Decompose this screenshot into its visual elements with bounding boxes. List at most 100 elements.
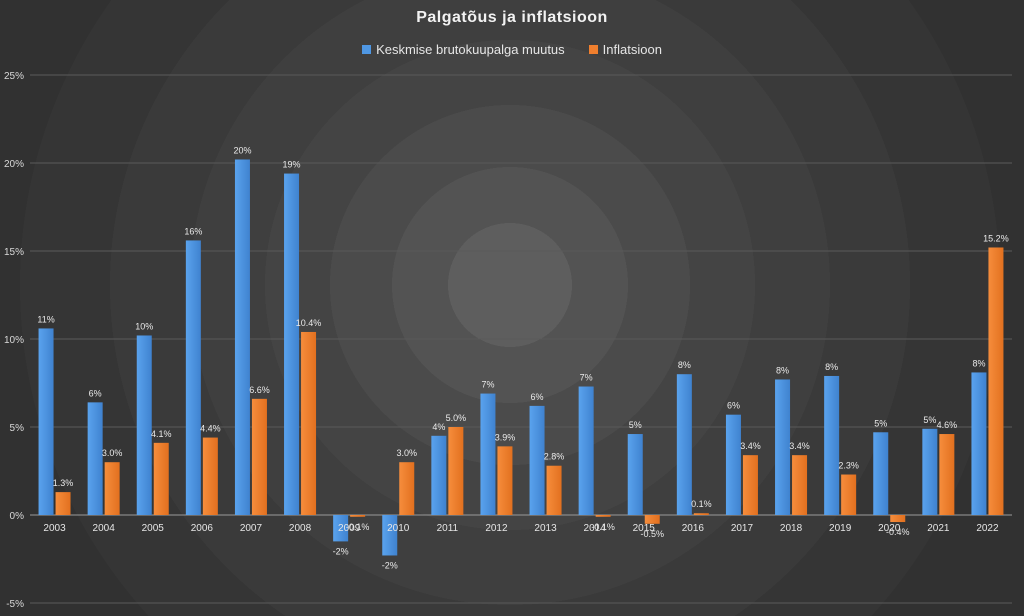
data-label-wage: 6% (89, 388, 102, 398)
data-label-inflation: 6.6% (249, 385, 270, 395)
data-label-inflation: -0.5% (640, 529, 664, 539)
bar-wage (922, 428, 938, 515)
bar-inflation (546, 465, 562, 515)
bar-inflation (595, 515, 611, 517)
chart-legend: Keskmise brutokuupalga muutus Inflatsioo… (0, 42, 1024, 57)
y-tick-label: -5% (6, 599, 24, 610)
data-label-wage: 7% (580, 373, 593, 383)
data-label-inflation: 2.3% (838, 461, 859, 471)
bar-inflation (939, 434, 955, 515)
x-tick-label: 2018 (780, 523, 803, 534)
data-label-inflation: 2.8% (544, 452, 565, 462)
data-label-inflation: -0.1% (591, 522, 615, 532)
bar-wage (234, 159, 250, 516)
legend-swatch-wage (362, 45, 372, 54)
bar-inflation (644, 515, 660, 524)
bar-inflation (841, 474, 857, 515)
data-label-inflation: 4.1% (151, 429, 172, 439)
bar-inflation (350, 515, 366, 517)
bar-wage (578, 386, 594, 515)
data-label-inflation: 3.0% (396, 448, 417, 458)
legend-label-inflation: Inflatsioon (602, 42, 662, 57)
x-tick-label: 2005 (142, 523, 165, 534)
y-tick-label: 20% (4, 159, 24, 170)
data-label-wage: -2% (333, 546, 349, 556)
bar-wage (284, 173, 300, 515)
bar-wage (333, 515, 349, 542)
data-label-wage: 8% (972, 358, 985, 368)
data-label-inflation: 3.0% (102, 448, 123, 458)
bar-wage (38, 328, 54, 515)
data-label-inflation: -0.1% (346, 522, 370, 532)
bar-inflation (448, 427, 464, 515)
y-tick-label: 10% (4, 335, 24, 346)
x-tick-label: 2011 (437, 523, 459, 534)
data-label-wage: 5% (874, 418, 887, 428)
data-label-wage: -2% (382, 560, 398, 570)
bar-inflation (792, 455, 808, 515)
data-label-wage: 8% (678, 360, 691, 370)
data-label-inflation: 3.4% (789, 441, 810, 451)
x-tick-label: 2022 (976, 523, 999, 534)
data-label-wage: 5% (629, 420, 642, 430)
bar-wage (87, 402, 103, 515)
x-tick-label: 2012 (485, 523, 508, 534)
bar-wage (873, 432, 889, 515)
data-label-inflation: 3.9% (495, 432, 516, 442)
x-tick-label: 2003 (43, 523, 66, 534)
bar-inflation (301, 331, 317, 515)
y-tick-label: 25% (4, 71, 24, 82)
bar-inflation (55, 492, 71, 515)
bar-inflation (202, 437, 218, 515)
bar-inflation (693, 513, 709, 515)
legend-item-wage: Keskmise brutokuupalga muutus (362, 42, 565, 57)
bar-wage (529, 405, 545, 515)
x-tick-label: 2015 (633, 523, 656, 534)
data-label-wage: 5% (923, 415, 936, 425)
bar-wage (136, 335, 152, 515)
data-label-wage: 10% (135, 321, 153, 331)
bar-inflation (988, 247, 1004, 516)
x-tick-label: 2007 (240, 523, 263, 534)
bar-wage (480, 393, 496, 515)
bar-wage (431, 435, 447, 515)
x-tick-label: 2016 (682, 523, 705, 534)
data-label-wage: 6% (531, 392, 544, 402)
data-label-wage: 16% (184, 226, 202, 236)
y-tick-label: 5% (10, 423, 25, 434)
data-label-wage: 7% (481, 380, 494, 390)
data-label-inflation: 10.4% (296, 318, 322, 328)
x-tick-label: 2017 (731, 523, 754, 534)
legend-swatch-inflation (588, 45, 598, 54)
bar-inflation (399, 462, 415, 515)
legend-label-wage: Keskmise brutokuupalga muutus (376, 42, 565, 57)
data-label-inflation: 4.6% (937, 420, 958, 430)
x-tick-label: 2014 (584, 523, 607, 534)
data-label-wage: 6% (727, 401, 740, 411)
y-tick-label: 15% (4, 247, 24, 258)
data-label-wage: 8% (825, 362, 838, 372)
data-label-wage: 8% (776, 365, 789, 375)
bar-inflation (742, 455, 758, 515)
legend-item-inflation: Inflatsioon (588, 42, 662, 57)
x-tick-label: 2004 (93, 523, 116, 534)
bar-inflation (251, 398, 267, 515)
data-label-wage: 19% (283, 160, 301, 170)
x-tick-label: 2020 (878, 523, 901, 534)
x-tick-label: 2010 (387, 523, 410, 534)
x-tick-label: 2013 (534, 523, 557, 534)
data-label-inflation: 0.1% (691, 499, 712, 509)
bar-wage (185, 240, 201, 515)
bar-wage (824, 375, 840, 515)
chart-title: Palgatõus ja inflatsioon (416, 9, 608, 26)
bar-wage (775, 379, 791, 515)
x-tick-label: 2021 (927, 523, 950, 534)
data-label-wage: 11% (37, 314, 54, 324)
bar-inflation (497, 446, 513, 515)
data-label-inflation: 5.0% (446, 413, 467, 423)
bar-wage (627, 434, 643, 515)
data-label-wage: 4% (432, 422, 445, 432)
x-tick-label: 2006 (191, 523, 214, 534)
data-label-inflation: 15.2% (983, 233, 1009, 243)
